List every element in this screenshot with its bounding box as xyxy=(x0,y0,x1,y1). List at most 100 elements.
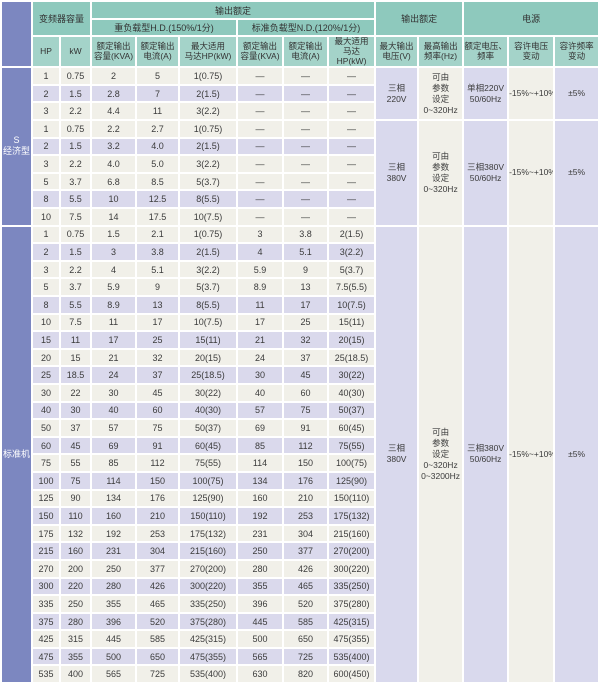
cell: — xyxy=(329,156,375,172)
cell: 1(0.75) xyxy=(180,68,237,84)
cell: 1 xyxy=(33,68,59,84)
table-row: 5 3.7 6.8 8.5 5(3.7) — — — xyxy=(2,173,598,190)
cell: 60 xyxy=(33,437,59,454)
header-hd-rated-amp: 额定输出 电流(A) xyxy=(137,37,179,67)
cell: 1(0.75) xyxy=(180,121,237,137)
cell: — xyxy=(238,191,283,208)
cell: 160 xyxy=(238,490,283,507)
cell: — xyxy=(329,121,375,137)
max-voltage-cell: 三相 380V xyxy=(376,226,418,683)
cell: 22 xyxy=(61,384,91,401)
cell: 315 xyxy=(61,631,91,647)
cell: 32 xyxy=(284,332,328,348)
cell: 24 xyxy=(92,367,136,383)
table-row: 20 15 21 32 20(15) 24 37 25(18.5) xyxy=(2,349,598,366)
cell: 18.5 xyxy=(61,367,91,383)
cell: 2(1.5) xyxy=(180,85,237,102)
table-row: 300 220 280 426 300(220) 355 465 335(250) xyxy=(2,578,598,595)
voltage-tolerance-cell: -15%~+10% xyxy=(509,121,554,225)
cell: 30 xyxy=(238,367,283,383)
cell: 3 xyxy=(238,226,283,243)
cell: 40(30) xyxy=(329,384,375,401)
cell: — xyxy=(329,85,375,102)
cell: — xyxy=(284,156,328,172)
cell: 400 xyxy=(61,666,91,683)
max-frequency-cell: 可由 参数 设定 0~320Hz xyxy=(419,121,463,225)
cell: 134 xyxy=(238,472,283,489)
cell: 9 xyxy=(284,261,328,278)
cell: 4.0 xyxy=(92,156,136,172)
cell: 100 xyxy=(33,472,59,489)
cell: 150 xyxy=(33,508,59,524)
cell: — xyxy=(329,191,375,208)
cell: 75(55) xyxy=(329,437,375,454)
cell: 3(2.2) xyxy=(180,103,237,120)
cell: — xyxy=(238,173,283,190)
cell: 250 xyxy=(238,543,283,559)
max-frequency-cell: 可由 参数 设定 0~320Hz 0~3200Hz xyxy=(419,226,463,683)
cell: — xyxy=(284,138,328,155)
cell: 25(18.5) xyxy=(329,349,375,366)
cell: 17.5 xyxy=(137,209,179,225)
cell: 5.1 xyxy=(137,261,179,278)
cell: 220 xyxy=(61,578,91,595)
table-row: 335 250 355 465 335(250) 396 520 375(280) xyxy=(2,596,598,612)
cell: 7.5 xyxy=(61,209,91,225)
cell: 90 xyxy=(61,490,91,507)
cell: 300 xyxy=(33,578,59,595)
cell: 32 xyxy=(137,349,179,366)
cell: — xyxy=(238,209,283,225)
cell: 30 xyxy=(33,384,59,401)
cell: 57 xyxy=(238,402,283,419)
cell: 50(37) xyxy=(180,420,237,436)
cell: 2 xyxy=(33,85,59,102)
cell: 8.5 xyxy=(137,173,179,190)
table-row: 10 7.5 11 17 10(7.5) 17 25 15(11) xyxy=(2,314,598,331)
cell: 24 xyxy=(238,349,283,366)
cell: 231 xyxy=(92,543,136,559)
cell: 535(400) xyxy=(180,666,237,683)
cell: 100(75) xyxy=(180,472,237,489)
corner-cell xyxy=(2,2,31,67)
cell: — xyxy=(284,173,328,190)
cell: 15 xyxy=(33,332,59,348)
cell: 85 xyxy=(238,437,283,454)
cell: 100(75) xyxy=(329,455,375,471)
cell: 3(2.2) xyxy=(329,244,375,260)
cell: 500 xyxy=(238,631,283,647)
cell: 375(280) xyxy=(180,613,237,630)
cell: 820 xyxy=(284,666,328,683)
cell: 60 xyxy=(137,402,179,419)
cell: 280 xyxy=(92,578,136,595)
header-nd-rated-amp: 额定输出 电流(A) xyxy=(284,37,328,67)
cell: 60 xyxy=(284,384,328,401)
header-rated-vf: 额定电压、 频率 xyxy=(464,37,508,67)
cell: 17 xyxy=(92,332,136,348)
cell: 1.5 xyxy=(61,138,91,155)
cell: 0.75 xyxy=(61,68,91,84)
cell: 8.9 xyxy=(92,297,136,313)
cell: 40(30) xyxy=(180,402,237,419)
cell: 75 xyxy=(33,455,59,471)
cell: 45 xyxy=(284,367,328,383)
cell: — xyxy=(284,103,328,120)
cell: 650 xyxy=(284,631,328,647)
header-freq-tolerance: 容许频率 变动 xyxy=(555,37,599,67)
cell: 50 xyxy=(33,420,59,436)
cell: 253 xyxy=(137,525,179,542)
header-max-freq: 最高输出 频率(Hz) xyxy=(419,37,463,67)
header-output-rating: 输出额定 xyxy=(92,2,375,18)
cell: 3(2.2) xyxy=(180,261,237,278)
rated-voltage-freq-cell: 三相380V 50/60Hz xyxy=(464,121,508,225)
cell: — xyxy=(329,138,375,155)
cell: 3 xyxy=(33,156,59,172)
header-hd-group: 重负载型H.D.(150%/1分) xyxy=(92,20,237,35)
cell: — xyxy=(329,68,375,84)
table-row: 150 110 160 210 150(110) 192 253 175(132) xyxy=(2,508,598,524)
header-row-load-types: 重负载型H.D.(150%/1分) 标准负载型N.D.(120%/1分) xyxy=(2,20,598,35)
cell: 11 xyxy=(92,314,136,331)
cell: 13 xyxy=(137,297,179,313)
table-row: 标准机 1 0.75 1.5 2.1 1(0.75) 3 3.8 2(1.5) 三相 380V 可由… xyxy=(2,226,599,683)
table-row: 50 37 57 75 50(37) 69 91 60(45) xyxy=(2,420,598,436)
cell: 3(2.2) xyxy=(180,156,237,172)
